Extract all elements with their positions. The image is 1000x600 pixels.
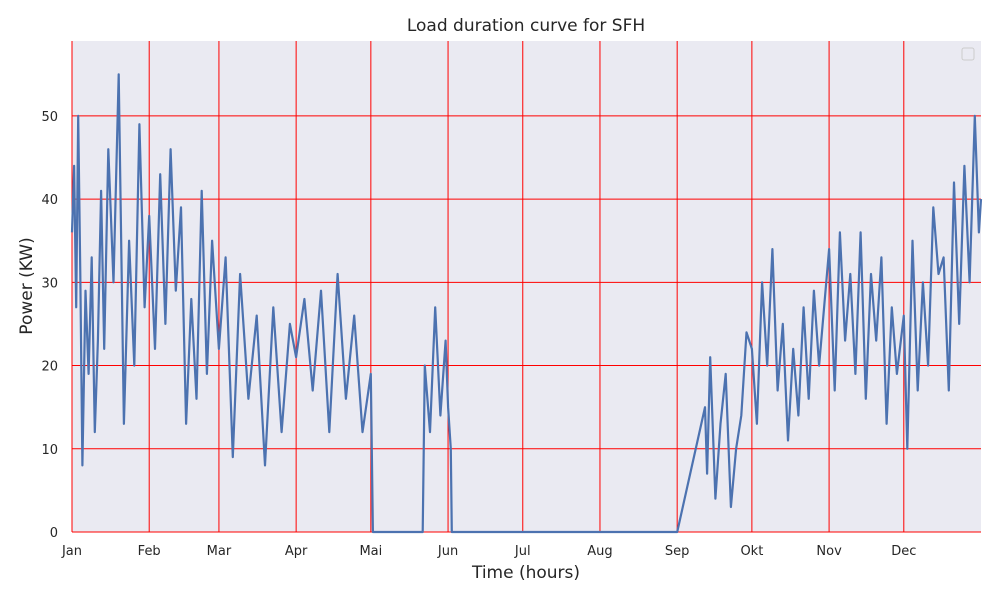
y-axis-label: Power (KW) [17, 237, 37, 334]
legend [961, 47, 975, 61]
x-tick-label: Apr [285, 544, 308, 559]
x-tick-label: Okt [740, 544, 763, 559]
series-line [70, 73, 983, 534]
y-tick-label: 50 [41, 110, 58, 125]
chart-title: Load duration curve for SFH [407, 16, 645, 36]
y-axis: 0 10 20 30 40 50 [41, 110, 58, 541]
y-tick-label: 40 [41, 193, 58, 208]
y-tick-label: 20 [41, 360, 58, 375]
x-tick-label: Jul [514, 544, 531, 559]
y-tick-label: 30 [41, 276, 58, 291]
y-tick-label: 0 [50, 526, 58, 541]
x-tick-label: Jan [61, 544, 82, 559]
x-tick-label: Jun [437, 544, 458, 559]
x-tick-label: Aug [587, 544, 612, 559]
plot-area [72, 41, 981, 532]
x-axis-label: Time (hours) [471, 563, 580, 583]
y-tick-label: 10 [41, 443, 58, 458]
x-tick-label: Feb [138, 544, 161, 559]
x-tick-label: Mar [207, 544, 232, 559]
x-tick-label: Mai [359, 544, 382, 559]
x-tick-label: Sep [665, 544, 690, 559]
x-axis: Jan Feb Mar Apr Mai Jun Jul Aug Sep Okt Nov Dec [61, 544, 916, 559]
series-layer [70, 73, 983, 534]
x-tick-label: Nov [816, 544, 842, 559]
x-tick-label: Dec [891, 544, 916, 559]
